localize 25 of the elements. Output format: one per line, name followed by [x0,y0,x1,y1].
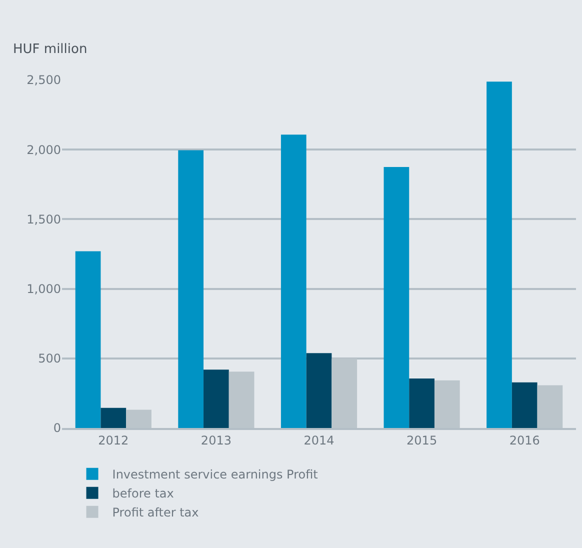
bar [280,134,306,428]
bar [486,82,512,428]
bar [75,251,101,428]
bar [204,370,229,428]
legend-label: Profit after tax [112,506,199,520]
y-tick-label: 0 [53,421,61,436]
y-tick-label: 1,500 [26,212,61,226]
y-tick-label: 2,000 [26,142,61,157]
x-tick-label: 2012 [98,433,129,448]
bar [100,408,126,428]
y-tick-label: 2,500 [26,73,61,88]
x-tick-label: 2013 [200,433,232,448]
bar [409,378,434,428]
bar [512,382,538,428]
y-tick-label: 1,000 [26,282,61,296]
bar [178,150,204,428]
y-tick-label: 500 [38,352,61,366]
legend-label: before tax [112,486,174,500]
bar [306,353,332,428]
x-tick-label: 2016 [509,433,540,448]
x-tick-label: 2014 [304,433,334,448]
legend-label: Investment service earnings Profit [112,468,318,482]
bar [384,167,410,428]
x-tick-label: 2015 [406,433,438,448]
y-axis-title: HUF million [13,42,88,57]
